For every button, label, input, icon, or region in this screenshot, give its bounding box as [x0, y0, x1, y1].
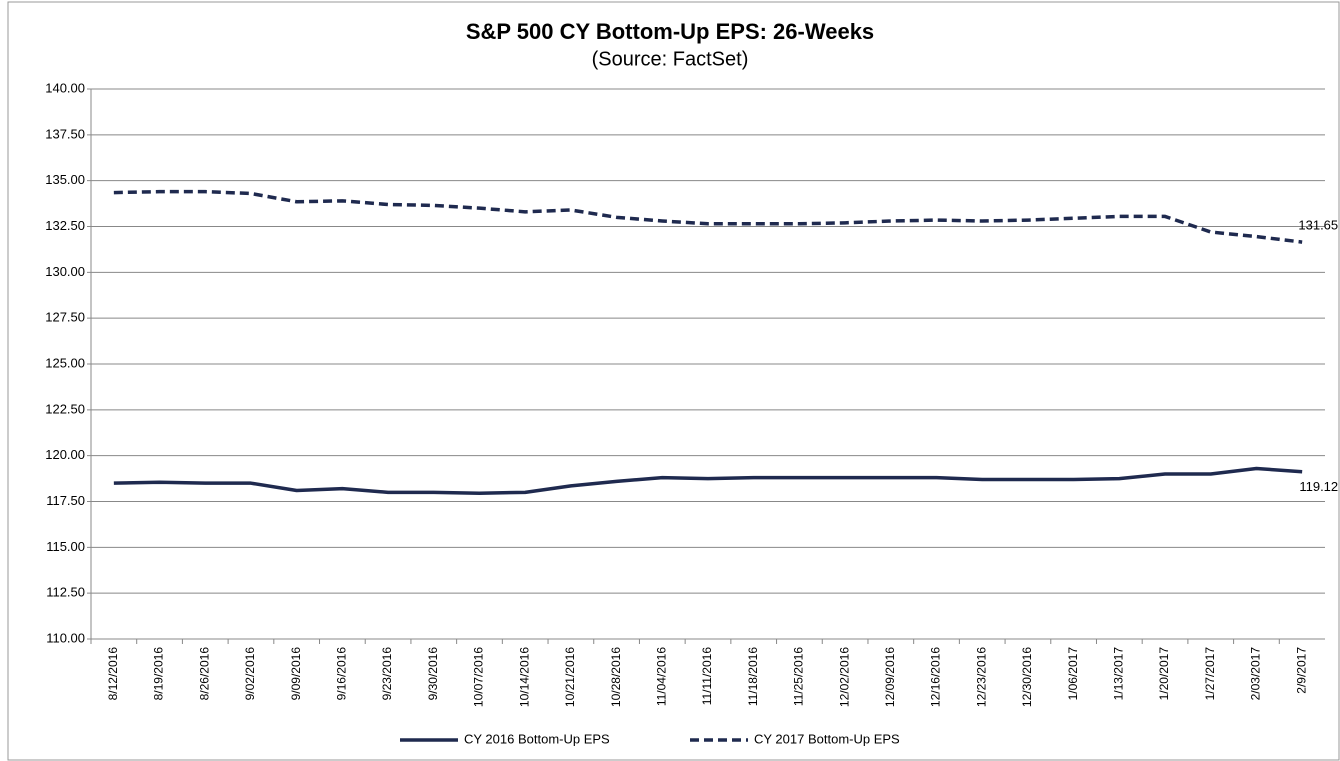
x-tick-label: 1/06/2017 — [1066, 647, 1080, 701]
x-tick-label: 12/09/2016 — [883, 647, 897, 707]
series-line — [113, 189, 1303, 244]
y-tick-label: 117.50 — [46, 493, 85, 508]
series-line — [113, 466, 1303, 495]
x-tick-label: 12/30/2016 — [1020, 647, 1034, 707]
y-tick-label: 112.50 — [46, 585, 85, 600]
x-tick-label: 12/02/2016 — [837, 647, 851, 707]
chart-title: S&P 500 CY Bottom-Up EPS: 26-Weeks — [466, 19, 874, 44]
chart-border — [7, 1, 1340, 761]
x-tick-label: 8/12/2016 — [106, 647, 120, 701]
y-tick-label: 122.50 — [45, 401, 85, 416]
y-tick-label: 132.50 — [45, 218, 85, 233]
y-tick-label: 137.50 — [45, 126, 85, 141]
y-tick-label: 140.00 — [45, 80, 85, 95]
legend-label: CY 2017 Bottom-Up EPS — [754, 731, 900, 746]
x-tick-label: 9/16/2016 — [335, 647, 349, 701]
y-tick-label: 135.00 — [45, 172, 85, 187]
x-tick-label: 12/23/2016 — [974, 647, 988, 707]
x-tick-label: 11/18/2016 — [746, 647, 760, 706]
data-label: 131.65 — [1298, 218, 1338, 233]
x-tick-label: 1/13/2017 — [1112, 647, 1126, 701]
x-tick-label: 9/30/2016 — [426, 647, 440, 701]
x-tick-label: 8/19/2016 — [152, 647, 166, 701]
x-tick-label: 11/04/2016 — [654, 647, 668, 706]
y-tick-label: 127.50 — [45, 310, 85, 325]
y-tick-label: 115.00 — [46, 539, 85, 554]
x-tick-label: 9/09/2016 — [289, 647, 303, 701]
x-tick-label: 2/9/2017 — [1294, 647, 1308, 694]
x-tick-label: 11/11/2016 — [700, 647, 714, 706]
x-tick-label: 10/21/2016 — [563, 647, 577, 707]
x-tick-label: 12/16/2016 — [929, 647, 943, 707]
data-label: 119.12 — [1299, 479, 1338, 494]
legend-label: CY 2016 Bottom-Up EPS — [464, 731, 610, 746]
y-tick-label: 130.00 — [45, 264, 85, 279]
x-tick-label: 1/27/2017 — [1203, 647, 1217, 701]
y-tick-label: 110.00 — [46, 630, 85, 645]
x-tick-label: 11/25/2016 — [792, 647, 806, 706]
x-tick-label: 10/07/2016 — [472, 647, 486, 707]
x-tick-label: 2/03/2017 — [1249, 647, 1263, 701]
x-tick-label: 10/14/2016 — [517, 647, 531, 707]
y-tick-label: 125.00 — [45, 355, 85, 370]
chart-subtitle: (Source: FactSet) — [592, 48, 749, 70]
x-tick-label: 8/26/2016 — [197, 647, 211, 701]
y-tick-label: 120.00 — [45, 447, 85, 462]
x-tick-label: 9/23/2016 — [380, 647, 394, 701]
x-tick-label: 1/20/2017 — [1157, 647, 1171, 701]
x-tick-label: 9/02/2016 — [243, 647, 257, 701]
x-tick-label: 10/28/2016 — [609, 647, 623, 707]
